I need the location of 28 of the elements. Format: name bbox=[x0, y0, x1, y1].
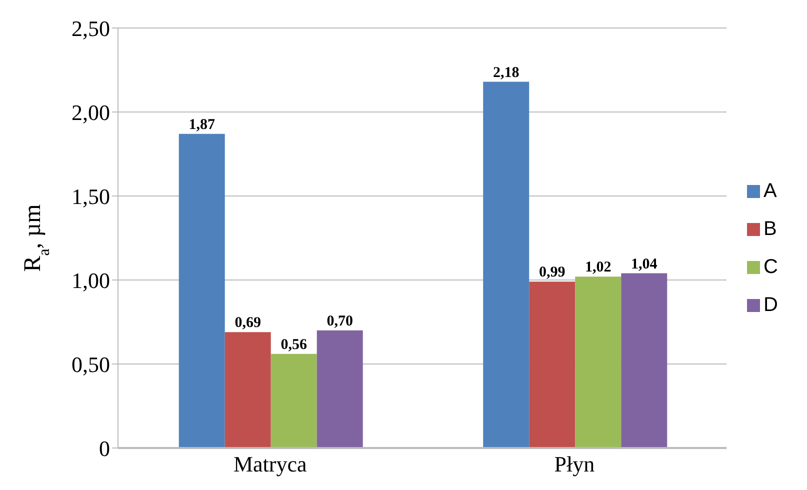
bar bbox=[178, 134, 225, 448]
x-tick-label: Matryca bbox=[233, 452, 308, 477]
y-tick-label: 2,50 bbox=[72, 16, 110, 41]
bar bbox=[575, 276, 622, 448]
y-tick-label: 1,00 bbox=[72, 268, 110, 293]
bar bbox=[483, 82, 530, 448]
bar bbox=[621, 273, 668, 448]
x-tick-label: Płyn bbox=[554, 452, 595, 477]
data-label: 0,70 bbox=[326, 313, 353, 330]
y-tick-label: 0,50 bbox=[72, 352, 110, 377]
data-label: 0,99 bbox=[539, 264, 566, 281]
bar bbox=[224, 332, 271, 448]
legend-label: A bbox=[764, 180, 777, 202]
legend-label: B bbox=[764, 218, 777, 240]
data-label: 0,56 bbox=[280, 336, 308, 353]
bar bbox=[270, 354, 317, 448]
legend-label: D bbox=[764, 294, 778, 316]
data-label: 1,04 bbox=[631, 256, 658, 272]
y-tick-label: 2,00 bbox=[72, 100, 110, 125]
bar bbox=[529, 282, 576, 448]
data-label: 1,87 bbox=[188, 116, 216, 133]
data-label: 1,02 bbox=[585, 260, 612, 276]
data-label: 0,69 bbox=[234, 315, 261, 332]
bar bbox=[316, 330, 363, 448]
y-tick-label: 1,50 bbox=[72, 184, 110, 209]
data-label: 2,18 bbox=[493, 64, 520, 81]
y-tick-label: 0 bbox=[99, 436, 110, 461]
legend-label: C bbox=[764, 256, 778, 278]
